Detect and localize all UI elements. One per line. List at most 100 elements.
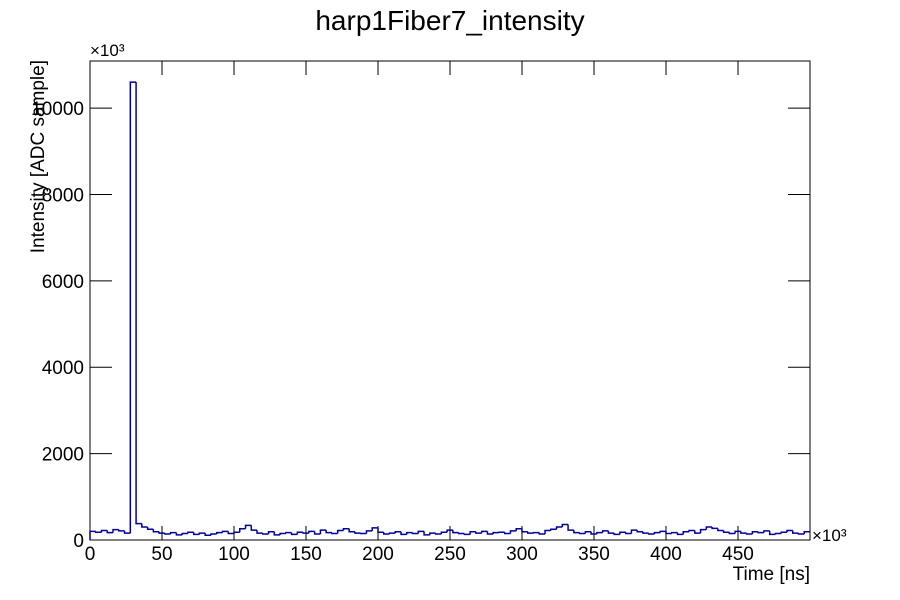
histogram-bin bbox=[169, 531, 177, 534]
histogram-bin bbox=[469, 531, 476, 535]
histogram-bin bbox=[267, 531, 275, 534]
histogram-bin bbox=[158, 531, 165, 534]
histogram-bin bbox=[544, 529, 551, 534]
histogram-bin bbox=[417, 530, 425, 534]
histogram-bin bbox=[388, 532, 396, 534]
histogram-bin bbox=[319, 529, 327, 534]
histogram-bin bbox=[204, 533, 211, 536]
histogram-bin bbox=[763, 530, 770, 533]
histogram-bin bbox=[613, 533, 620, 536]
histogram-bin bbox=[492, 531, 499, 534]
histogram-bin bbox=[434, 533, 442, 535]
histogram-bin bbox=[561, 523, 569, 528]
histogram-bin bbox=[745, 533, 753, 535]
histogram-bin bbox=[123, 530, 131, 534]
histogram-bin bbox=[671, 531, 678, 534]
x-axis-title: Time [ns] bbox=[733, 564, 810, 585]
histogram-bin bbox=[688, 529, 695, 532]
histogram-bin bbox=[296, 531, 304, 535]
histogram-bin bbox=[503, 532, 511, 535]
x-tick-label: 200 bbox=[362, 544, 394, 565]
histogram-bin bbox=[325, 530, 332, 534]
y-tick-label: 10000 bbox=[31, 99, 84, 120]
histogram-bin bbox=[383, 532, 390, 535]
histogram-bin bbox=[141, 523, 148, 528]
histogram-bin bbox=[619, 531, 626, 535]
histogram-bin bbox=[665, 531, 672, 535]
histogram-bin bbox=[273, 531, 281, 536]
histogram-bin bbox=[647, 533, 655, 535]
y-multiplier: ×10³ bbox=[90, 41, 125, 60]
histogram-bin bbox=[336, 529, 344, 534]
y-tick-label: 8000 bbox=[42, 185, 84, 206]
histogram-bin bbox=[728, 532, 736, 535]
histogram-bin bbox=[596, 531, 603, 534]
histogram-bin bbox=[440, 531, 448, 534]
x-tick-label: 350 bbox=[578, 544, 610, 565]
histogram-bin bbox=[377, 527, 384, 533]
histogram-bin bbox=[331, 532, 338, 535]
histogram-bin bbox=[446, 529, 453, 533]
histogram-bin bbox=[256, 530, 263, 534]
x-tick-label: 300 bbox=[506, 544, 538, 565]
histogram-bin bbox=[786, 529, 793, 533]
x-tick-label: 150 bbox=[290, 544, 322, 565]
x-tick-label: 0 bbox=[85, 544, 96, 565]
histogram-bin bbox=[711, 527, 718, 530]
histogram-bin bbox=[164, 533, 171, 535]
histogram-bin bbox=[215, 531, 223, 534]
histogram-bin bbox=[365, 530, 373, 534]
histogram-bin bbox=[676, 532, 684, 536]
histogram-bin bbox=[722, 530, 730, 533]
histogram-bin bbox=[475, 531, 482, 534]
histogram-bin bbox=[705, 526, 713, 530]
histogram-bin bbox=[371, 527, 378, 531]
y-tick-label: 2000 bbox=[42, 445, 84, 466]
histogram-bin bbox=[198, 532, 206, 535]
histogram-bin bbox=[734, 530, 741, 534]
histogram-bin bbox=[250, 525, 258, 531]
histogram-bin bbox=[768, 530, 776, 536]
histogram-bin bbox=[590, 531, 597, 535]
y-tick-label: 0 bbox=[73, 531, 84, 552]
histogram-bin bbox=[538, 532, 546, 535]
histogram-bin bbox=[624, 532, 632, 535]
histogram-bin bbox=[601, 530, 609, 533]
histogram-bin bbox=[342, 528, 350, 531]
histogram-bin bbox=[423, 531, 430, 536]
histogram-bin bbox=[279, 532, 286, 535]
histogram-bin bbox=[181, 532, 188, 535]
histogram-bin bbox=[682, 531, 690, 535]
histogram-bin bbox=[803, 531, 810, 534]
chart-title: harp1Fiber7_intensity bbox=[315, 5, 584, 36]
x-tick-label: 100 bbox=[218, 544, 250, 565]
histogram-bin bbox=[302, 532, 309, 534]
histogram-bin bbox=[550, 528, 557, 531]
histogram-bin bbox=[175, 532, 183, 536]
histogram-bin bbox=[285, 531, 292, 534]
histogram-bin bbox=[400, 531, 407, 536]
histogram-bin bbox=[515, 528, 522, 531]
histogram-bin bbox=[89, 530, 96, 540]
histogram-bin bbox=[192, 532, 200, 536]
histogram-bin bbox=[791, 530, 799, 534]
histogram-bin bbox=[146, 527, 154, 530]
histogram-bin bbox=[221, 530, 229, 533]
histogram-bin bbox=[308, 530, 315, 534]
histogram-bin bbox=[578, 532, 586, 535]
y-axis-title: Intensity [ADC sample] bbox=[28, 60, 49, 253]
histogram-bin bbox=[757, 531, 764, 534]
x-tick-label: 450 bbox=[722, 544, 754, 565]
histogram-bin bbox=[429, 532, 436, 535]
histogram-bin bbox=[486, 531, 494, 535]
histogram-bin bbox=[607, 530, 615, 534]
y-tick-label: 4000 bbox=[42, 358, 84, 379]
histogram-bin bbox=[797, 533, 805, 535]
histogram-bin bbox=[262, 533, 269, 535]
histogram-bin bbox=[573, 530, 580, 534]
histogram-bin bbox=[630, 529, 638, 534]
histogram-bin bbox=[694, 530, 701, 534]
histogram-bin bbox=[567, 524, 574, 531]
